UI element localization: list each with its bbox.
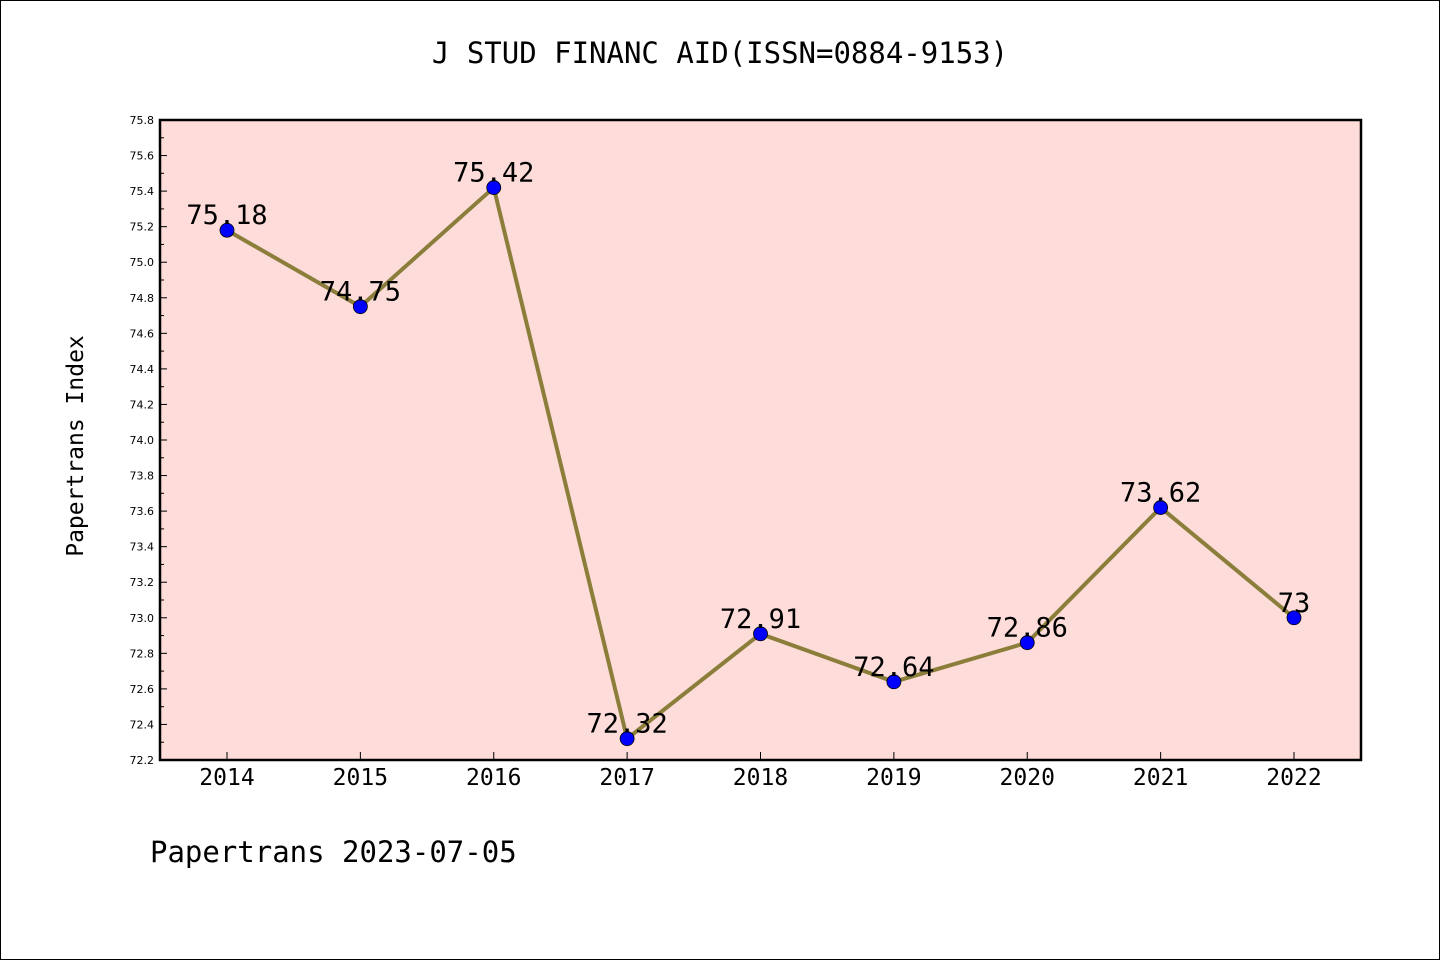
data-label: 72.32 (586, 709, 667, 740)
chart-title: J STUD FINANC AID(ISSN=0884-9153) (431, 36, 1009, 70)
x-tick-label: 2021 (1133, 765, 1188, 791)
x-axis: 2014 2015 2016 2017 2018 2019 2020 2021 2022 (199, 752, 1322, 791)
x-tick-label: 2022 (1266, 765, 1321, 791)
y-tick-label: 73.6 (130, 505, 155, 518)
y-tick-label: 75.8 (130, 114, 155, 127)
y-tick-label: 75.0 (130, 256, 155, 269)
y-tick-label: 74.0 (130, 434, 155, 447)
x-tick-label: 2020 (1000, 765, 1055, 791)
data-point (486, 180, 502, 195)
data-point (886, 674, 902, 690)
data-label: 74.75 (320, 277, 401, 308)
data-point (1019, 635, 1035, 651)
data-labels: 75.18 74.75 75.42 72.32 72.91 72.64 72.86 73.62… (186, 158, 1310, 740)
y-tick-label: 73.8 (130, 470, 155, 483)
plot-border (158, 118, 1363, 762)
y-tick-label: 74.2 (130, 398, 155, 411)
data-label: 73 (1278, 588, 1311, 619)
x-tick-label: 2015 (333, 765, 388, 791)
data-points (219, 180, 1302, 747)
y-tick-label: 75.4 (130, 185, 155, 198)
y-tick-label: 74.8 (130, 292, 155, 305)
data-point (1153, 500, 1169, 515)
y-tick-label: 75.2 (130, 221, 155, 234)
data-label: 72.91 (720, 604, 801, 635)
data-label: 72.64 (853, 652, 934, 683)
y-tick-label: 73.2 (130, 576, 155, 589)
plot-area (160, 120, 1361, 760)
y-tick-label: 72.2 (130, 754, 155, 767)
x-tick-label: 2014 (199, 765, 254, 791)
y-tick-label: 73.0 (130, 612, 155, 625)
y-tick-label: 72.8 (130, 647, 155, 660)
data-label: 73.62 (1120, 478, 1201, 509)
data-label: 75.42 (453, 158, 534, 189)
y-tick-label: 74.6 (130, 327, 155, 340)
data-point (753, 626, 768, 642)
y-axis: 72.2 72.4 72.6 72.8 73.0 73.2 73.4 73.6 73.8 74.0… (130, 114, 167, 767)
data-label: 72.86 (987, 613, 1068, 644)
data-point (1286, 610, 1302, 626)
data-point (219, 222, 235, 238)
x-tick-label: 2016 (466, 765, 521, 791)
y-tick-label: 72.6 (130, 683, 155, 696)
x-tick-label: 2019 (866, 765, 921, 791)
x-tick-label: 2017 (599, 765, 654, 791)
data-point (619, 731, 635, 747)
data-label: 75.18 (186, 200, 267, 231)
y-tick-label: 72.4 (130, 718, 155, 731)
y-tick-label: 73.4 (130, 541, 155, 554)
y-tick-label: 75.6 (130, 150, 155, 163)
x-tick-label: 2018 (733, 765, 788, 791)
footer-note: Papertrans 2023-07-05 (150, 835, 517, 869)
y-tick-label: 74.4 (130, 363, 155, 376)
data-point (352, 299, 368, 315)
